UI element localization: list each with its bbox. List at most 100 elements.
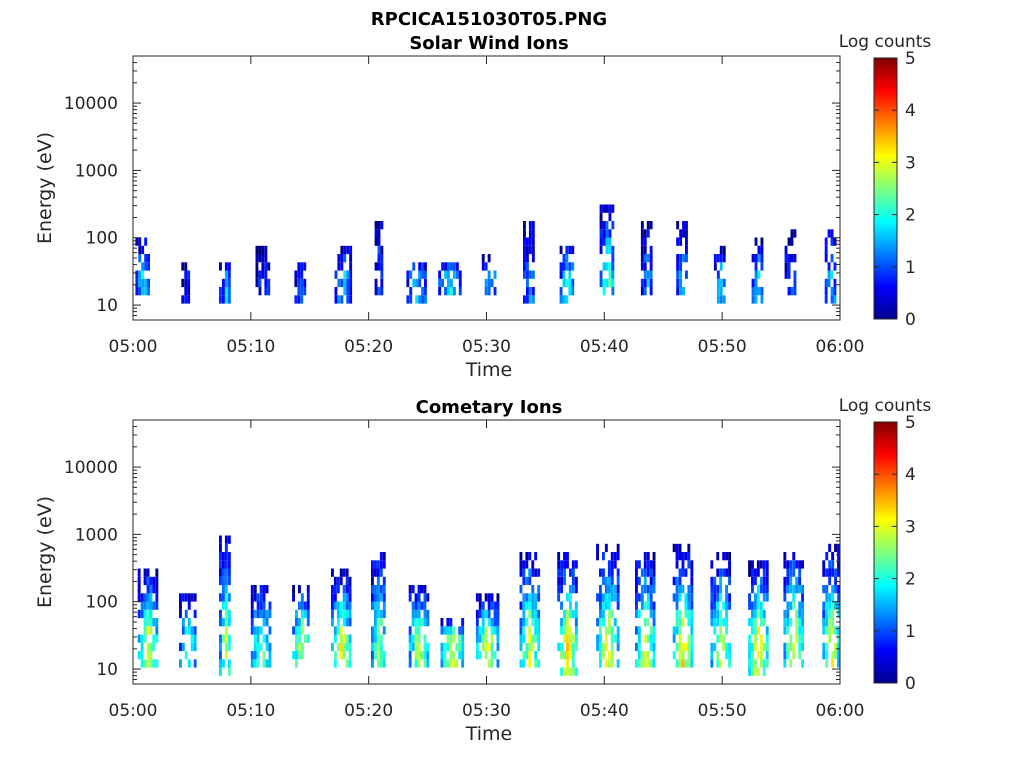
- cometary-heatmap-cell: [262, 601, 266, 610]
- cometary-heatmap-cell: [342, 609, 346, 619]
- cometary-heatmap-cell: [537, 642, 541, 652]
- solar-wind-heatmap-cell: [135, 237, 139, 246]
- cometary-heatmap-cell: [675, 601, 679, 610]
- cometary-heatmap-cell: [783, 593, 787, 602]
- cometary-heatmap-cell: [446, 618, 450, 627]
- cometary-heatmap-cell: [756, 593, 760, 602]
- solar-wind-heatmap-cell: [343, 270, 347, 279]
- cometary-heatmap-cell: [253, 609, 257, 619]
- cometary-heatmap-cell: [687, 642, 691, 652]
- solar-wind-heatmap-cell: [602, 229, 606, 238]
- cometary-heatmap-cell: [461, 651, 465, 660]
- cometary-heatmap-cell: [423, 651, 427, 660]
- cometary-heatmap-cell: [224, 535, 228, 544]
- cometary-heatmap-cell: [604, 659, 608, 668]
- cometary-heatmap-cell: [604, 543, 608, 553]
- solar-wind-heatmap-cell: [643, 262, 647, 271]
- cometary-heatmap-cell: [219, 543, 222, 553]
- cometary-heatmap-cell: [751, 560, 754, 569]
- cometary-heatmap-cell: [345, 634, 349, 643]
- solar-wind-heatmap-cell: [793, 254, 797, 263]
- solar-wind-heatmap-cell: [227, 270, 231, 279]
- cometary-heatmap-cell: [837, 543, 840, 553]
- cometary-heatmap-cell: [557, 568, 561, 577]
- solar-wind-heatmap-cell: [605, 237, 609, 246]
- cometary-heatmap-cell: [475, 609, 479, 619]
- cometary-heatmap-cell: [298, 601, 301, 610]
- solar-wind-heatmap-cell: [377, 221, 381, 230]
- cometary-heatmap-cell: [496, 618, 500, 627]
- cometary-heatmap-cell: [759, 659, 763, 668]
- cometary-heatmap-cell: [646, 568, 650, 577]
- cometary-heatmap-cell: [690, 634, 694, 643]
- cometary-heatmap-cell: [759, 651, 763, 660]
- solar-wind-heatmap-cell: [760, 262, 764, 271]
- cometary-heatmap-cell: [759, 601, 763, 610]
- cometary-heatmap-cell: [602, 593, 605, 602]
- cometary-heatmap-cell: [528, 634, 532, 643]
- cometary-heatmap-cell: [566, 609, 569, 619]
- cometary-heatmap-cell: [675, 543, 679, 553]
- cometary-heatmap-cell: [610, 609, 614, 619]
- cometary-heatmap-cell: [569, 667, 572, 676]
- cometary-heatmap-cell: [599, 601, 602, 610]
- solar-wind-heatmap-cell: [531, 221, 535, 230]
- cometary-heatmap-cell: [458, 651, 462, 660]
- cometary-heatmap-cell: [690, 618, 694, 627]
- cometary-heatmap-cell: [690, 609, 694, 619]
- cometary-heatmap-cell: [348, 659, 352, 668]
- cometary-heatmap-cell: [224, 642, 228, 652]
- solar-wind-heatmap-cell: [649, 221, 653, 230]
- solar-wind-heatmap-cell: [337, 295, 341, 304]
- solar-wind-heatmap-cell: [751, 295, 755, 304]
- solar-wind-heatmap-cell: [760, 254, 764, 263]
- solar-wind-colorbar-tick-label: 4: [905, 101, 916, 121]
- cometary-heatmap-cell: [379, 642, 383, 652]
- cometary-heatmap-cell: [687, 560, 691, 569]
- cometary-heatmap-cell: [596, 618, 599, 627]
- solar-wind-heatmap-cell: [685, 237, 688, 246]
- cometary-heatmap-cell: [607, 585, 611, 594]
- cometary-heatmap-cell: [339, 651, 343, 660]
- cometary-heatmap-cell: [222, 560, 225, 569]
- solar-wind-heatmap-cell: [147, 254, 150, 263]
- cometary-heatmap-cell: [179, 659, 182, 668]
- solar-wind-colorbar-tick-label: 5: [905, 49, 916, 69]
- solar-wind-heatmap-cell: [676, 287, 680, 296]
- cometary-heatmap-cell: [331, 593, 334, 602]
- cometary-heatmap-cell: [345, 593, 349, 602]
- cometary-heatmap-cell: [566, 651, 569, 660]
- solar-wind-heatmap-cell: [227, 262, 231, 271]
- cometary-heatmap-cell: [306, 634, 310, 643]
- solar-wind-heatmap-cell: [147, 287, 150, 296]
- solar-wind-y-tick-label: 10: [96, 296, 118, 316]
- cometary-heatmap-cell: [256, 626, 260, 635]
- cometary-heatmap-cell: [786, 576, 790, 586]
- cometary-heatmap-cell: [534, 601, 538, 610]
- cometary-heatmap-cell: [719, 659, 723, 668]
- solar-wind-heatmap-cell: [346, 278, 350, 288]
- cometary-heatmap-cell: [837, 659, 840, 668]
- cometary-heatmap-cell: [224, 634, 228, 643]
- solar-wind-heatmap-cell: [406, 270, 410, 279]
- cometary-heatmap-cell: [146, 626, 150, 635]
- solar-wind-heatmap-cell: [754, 254, 758, 263]
- cometary-heatmap-cell: [596, 634, 599, 643]
- cometary-heatmap-cell: [798, 609, 802, 619]
- cometary-heatmap-cell: [599, 585, 602, 594]
- solar-wind-heatmap-cell: [526, 245, 529, 255]
- cometary-heatmap-cell: [675, 585, 679, 594]
- cometary-heatmap-cell: [300, 618, 304, 627]
- cometary-heatmap-cell: [417, 626, 421, 635]
- cometary-heatmap-cell: [484, 593, 488, 602]
- cometary-heatmap-cell: [528, 552, 532, 561]
- cometary-heatmap-cell: [452, 626, 456, 635]
- solar-wind-colorbar-gradient: [873, 57, 898, 320]
- cometary-heatmap-cell: [786, 601, 790, 610]
- cometary-heatmap-cell: [531, 568, 535, 577]
- cometary-heatmap-cell: [610, 576, 614, 586]
- solar-wind-heatmap-cell: [349, 245, 353, 255]
- cometary-heatmap-cell: [822, 568, 826, 577]
- cometary-heatmap-cell: [828, 609, 832, 619]
